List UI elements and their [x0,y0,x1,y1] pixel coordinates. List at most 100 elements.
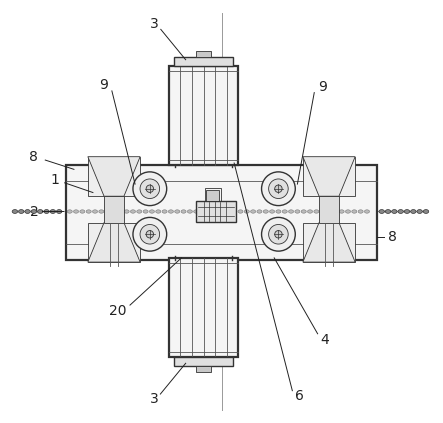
Ellipse shape [168,210,174,213]
Circle shape [140,179,159,198]
Ellipse shape [206,210,211,213]
Ellipse shape [31,210,37,213]
Ellipse shape [219,210,224,213]
Bar [169,66,238,165]
Bar [174,357,233,366]
Ellipse shape [417,210,422,213]
Bar [206,190,219,201]
Ellipse shape [67,210,72,213]
Ellipse shape [339,210,344,213]
Ellipse shape [257,210,262,213]
Polygon shape [88,222,140,262]
Text: 9: 9 [318,80,327,94]
Bar [196,366,211,372]
Circle shape [133,172,167,206]
Ellipse shape [238,210,243,213]
Ellipse shape [282,210,287,213]
Polygon shape [303,222,355,262]
Circle shape [133,217,167,251]
Bar [169,258,238,357]
Ellipse shape [423,210,429,213]
Bar [205,188,221,201]
Ellipse shape [25,210,30,213]
Ellipse shape [320,210,325,213]
Circle shape [268,179,288,198]
Ellipse shape [124,210,129,213]
Ellipse shape [307,210,313,213]
Circle shape [140,225,159,244]
Ellipse shape [398,210,404,213]
Text: 9: 9 [99,78,108,92]
Ellipse shape [244,210,249,213]
Ellipse shape [156,210,161,213]
Circle shape [275,231,282,238]
Ellipse shape [232,210,237,213]
Ellipse shape [80,210,85,213]
Circle shape [146,231,154,238]
Ellipse shape [74,210,78,213]
Ellipse shape [404,210,410,213]
Bar [196,201,236,222]
Ellipse shape [365,210,369,213]
Polygon shape [303,157,355,196]
Ellipse shape [194,210,199,213]
Text: 6: 6 [295,389,304,403]
Bar [319,196,339,222]
Ellipse shape [38,210,43,213]
Ellipse shape [213,210,218,213]
Bar [196,51,211,57]
Ellipse shape [50,210,55,213]
Ellipse shape [251,210,256,213]
Ellipse shape [358,210,363,213]
Ellipse shape [130,210,136,213]
Ellipse shape [379,210,385,213]
Ellipse shape [346,210,350,213]
Ellipse shape [181,210,186,213]
Bar [88,157,140,196]
Bar [174,57,233,66]
Text: 3: 3 [150,392,159,406]
Bar [303,222,355,262]
Ellipse shape [326,210,331,213]
Ellipse shape [162,210,167,213]
Bar [303,157,355,196]
Ellipse shape [288,210,294,213]
Ellipse shape [175,210,180,213]
Ellipse shape [112,210,117,213]
Circle shape [261,217,295,251]
Ellipse shape [411,210,416,213]
Bar [88,222,140,262]
Text: 8: 8 [388,230,396,244]
Ellipse shape [276,210,281,213]
Text: 4: 4 [320,333,329,347]
Ellipse shape [12,210,18,213]
Ellipse shape [352,210,357,213]
Ellipse shape [333,210,338,213]
Ellipse shape [149,210,155,213]
Ellipse shape [99,210,104,213]
Ellipse shape [295,210,300,213]
Ellipse shape [187,210,192,213]
Ellipse shape [225,210,230,213]
Text: 2: 2 [30,204,38,219]
Text: 8: 8 [29,150,39,164]
Ellipse shape [143,210,148,213]
Circle shape [146,185,154,192]
Ellipse shape [19,210,24,213]
Text: 20: 20 [109,304,127,318]
Ellipse shape [385,210,391,213]
Bar [66,165,377,260]
Text: 3: 3 [150,17,159,31]
Bar [104,196,124,222]
Ellipse shape [392,210,397,213]
Ellipse shape [137,210,142,213]
Ellipse shape [105,210,110,213]
Ellipse shape [314,210,319,213]
Text: 1: 1 [51,173,59,187]
Circle shape [261,172,295,206]
Ellipse shape [93,210,97,213]
Circle shape [275,185,282,192]
Ellipse shape [263,210,268,213]
Polygon shape [88,157,140,196]
Ellipse shape [56,210,62,213]
